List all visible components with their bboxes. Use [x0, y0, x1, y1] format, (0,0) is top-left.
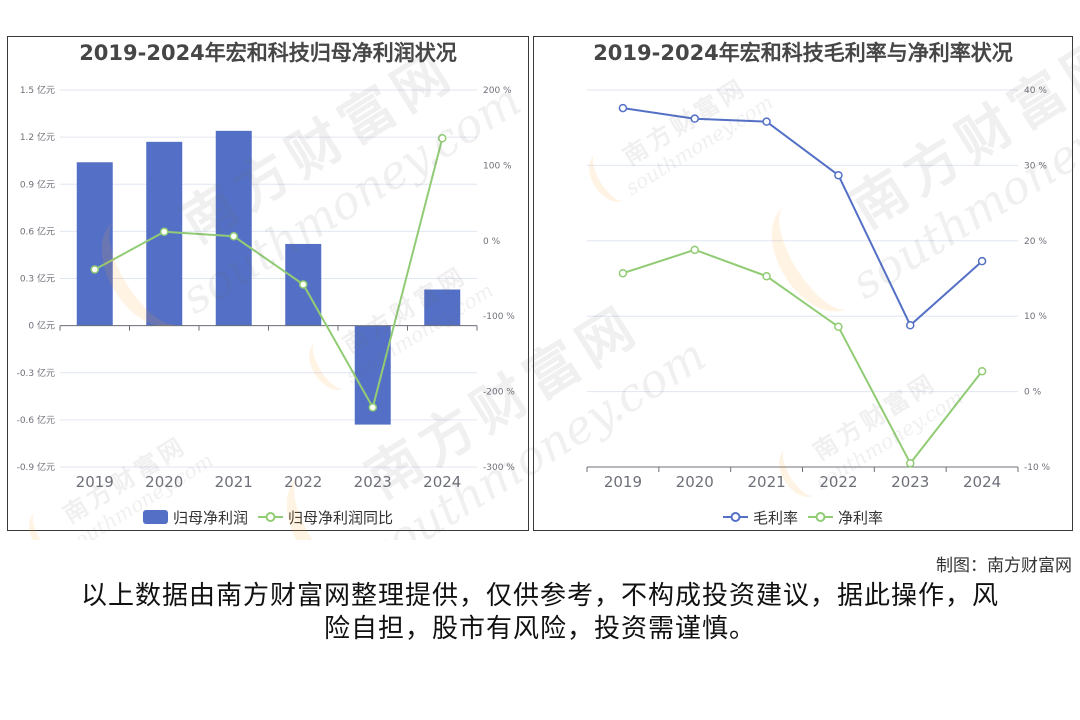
x-tick-label-2019: 2019	[76, 473, 114, 491]
legend-item-gross-margin: 毛利率	[722, 507, 798, 528]
line-series-1	[94, 138, 444, 409]
line-point-1-2021	[762, 271, 771, 281]
y-left-tick-label: 0.9 亿元	[20, 178, 55, 190]
chart-1-svg: 40 % 30 % 20 % 10 % 0 % -10 % 2019 2020 2021 2022…	[586, 86, 1051, 491]
legend-label: 净利率	[838, 508, 884, 527]
line-point-1-2019	[90, 265, 99, 274]
y-left-tick-label: -0.3 亿元	[17, 367, 55, 379]
net-profit-chart-panel: 2019-2024年宏和科技归母净利润状况 1.5 亿元 1.2 亿元 0.9 亿元…	[7, 36, 529, 531]
y-left-tick-label: 1.5 亿元	[20, 84, 55, 96]
y-right-tick-label: 20 %	[1024, 237, 1047, 247]
legend-item-net-margin: 净利率	[808, 507, 883, 528]
x-tick-label-2024: 2024	[963, 473, 1001, 491]
line-point-0-2023	[906, 320, 915, 330]
y-left-tick-label: 1.2 亿元	[20, 131, 55, 143]
y-right-tick-label: 40 %	[1024, 86, 1047, 96]
chart-legend: 毛利率 净利率	[534, 507, 1072, 527]
y-right-tick-label: 200 %	[483, 86, 512, 96]
line-point-1-2019	[618, 268, 628, 278]
y-left-tick-label: -0.9 亿元	[17, 461, 55, 473]
legend-line-swatch-icon	[258, 512, 283, 522]
bar-2024	[424, 289, 461, 326]
line-point-1-2020	[690, 245, 699, 255]
line-point-1-2021	[229, 232, 238, 241]
x-tick-label-2022: 2022	[819, 473, 857, 491]
legend-item-net-profit: 归母净利润	[142, 507, 248, 528]
legend-line-swatch-icon	[808, 512, 833, 522]
line-series-0	[622, 107, 983, 327]
legend-bar-swatch-icon	[142, 510, 168, 524]
legend-swatch-point	[815, 512, 826, 522]
line-point-1-2022	[299, 280, 308, 289]
y-right-tick-label: 0 %	[483, 237, 501, 247]
line-point-0-2020	[690, 114, 699, 123]
legend-line-swatch-icon	[722, 512, 748, 522]
x-tick-label-2022: 2022	[284, 473, 322, 491]
legend-item-net-profit-yoy: 归母净利润同比	[258, 507, 393, 528]
bar-2021	[215, 130, 252, 326]
x-tick-label-2020: 2020	[676, 473, 714, 491]
x-tick-label-2024: 2024	[423, 473, 461, 491]
y-right-tick-label: -300 %	[483, 463, 515, 473]
line-point-1-2023	[368, 403, 377, 412]
legend-label: 毛利率	[752, 508, 798, 527]
y-right-tick-label: -100 %	[483, 312, 515, 322]
x-tick-label-2021: 2021	[747, 473, 785, 491]
y-right-tick-label: -10 %	[1024, 463, 1051, 473]
chart-legend: 归母净利润 归母净利润同比	[8, 507, 528, 527]
line-point-1-2024	[438, 134, 447, 143]
line-point-0-2021	[762, 117, 771, 126]
chart-credit: 制图：南方财富网	[936, 556, 1072, 576]
line-point-0-2019	[618, 103, 628, 113]
y-right-tick-label: 10 %	[1024, 312, 1047, 322]
disclaimer-text: 以上数据由南方财富网整理提供，仅供参考，不构成投资建议，据此操作，风险自担，股市…	[80, 581, 999, 644]
line-point-1-2020	[160, 227, 169, 237]
x-tick-label-2023: 2023	[891, 473, 929, 491]
chart-0-svg: 1.5 亿元 1.2 亿元 0.9 亿元 0.6 亿元 0.3 亿元 0 亿元 -0.3 亿…	[17, 84, 516, 491]
legend-label: 归母净利润同比	[288, 508, 394, 527]
line-point-1-2024	[977, 366, 987, 376]
y-right-tick-label: -200 %	[483, 388, 515, 398]
x-tick-label-2021: 2021	[215, 473, 253, 491]
y-left-tick-label: 0.6 亿元	[20, 225, 55, 237]
y-left-tick-label: -0.6 亿元	[17, 414, 55, 426]
bar-2019	[76, 162, 113, 326]
legend-swatch-point	[265, 512, 276, 522]
legend-swatch-point	[730, 512, 741, 522]
line-point-1-2022	[834, 322, 843, 332]
line-point-0-2022	[834, 170, 843, 180]
x-tick-label-2020: 2020	[145, 473, 183, 491]
line-series-1	[622, 248, 983, 465]
y-right-tick-label: 100 %	[483, 161, 512, 171]
y-right-tick-label: 30 %	[1024, 161, 1047, 171]
y-left-tick-label: 0.3 亿元	[20, 273, 55, 285]
chart-title: 2019-2024年宏和科技毛利率与净利率状况	[593, 41, 1013, 65]
margin-chart-panel: 2019-2024年宏和科技毛利率与净利率状况 40 % 30 % 20 % 10 %…	[533, 36, 1073, 531]
y-left-tick-label: 0 亿元	[28, 320, 55, 332]
x-tick-label-2023: 2023	[354, 473, 392, 491]
line-point-0-2024	[977, 256, 987, 266]
x-tick-label-2019: 2019	[604, 473, 642, 491]
legend-label: 归母净利润	[172, 508, 248, 527]
line-point-1-2023	[906, 458, 915, 468]
y-right-tick-label: 0 %	[1024, 388, 1042, 398]
chart-title: 2019-2024年宏和科技归母净利润状况	[79, 41, 457, 65]
